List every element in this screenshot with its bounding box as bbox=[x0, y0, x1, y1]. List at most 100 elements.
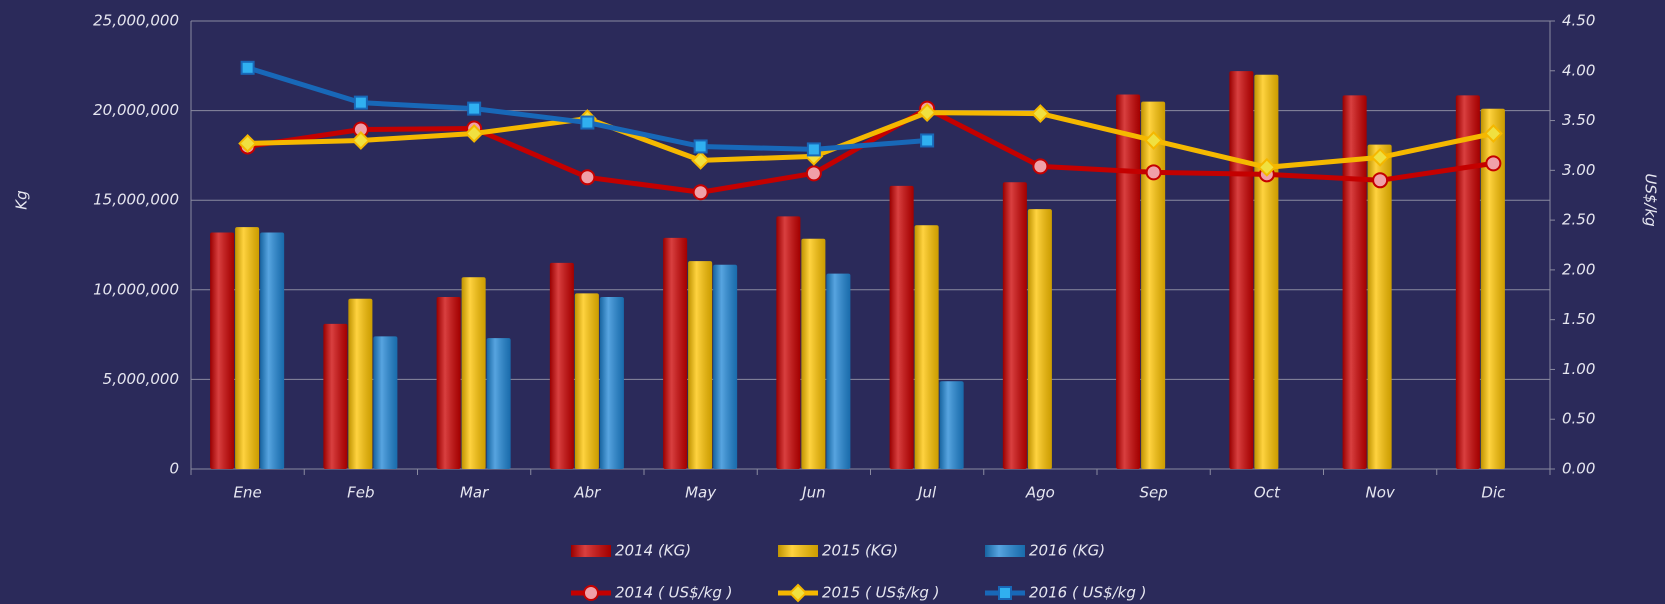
y-tick-label: 10,000,000 bbox=[93, 280, 179, 298]
bar-shine bbox=[323, 323, 348, 469]
marker bbox=[806, 142, 821, 157]
legend-swatch-shine bbox=[778, 545, 818, 557]
marker bbox=[805, 165, 822, 182]
bar-shine bbox=[1027, 209, 1052, 469]
line bbox=[247, 110, 1494, 170]
bar-shine bbox=[348, 298, 373, 469]
marker bbox=[351, 131, 371, 150]
marker bbox=[240, 60, 255, 75]
bar-shine bbox=[235, 227, 260, 469]
bar-shine bbox=[436, 296, 461, 469]
bar-shine bbox=[939, 381, 964, 469]
bar-shine bbox=[1002, 182, 1027, 469]
y2-tick-label: 3.50 bbox=[1562, 111, 1595, 129]
line bbox=[247, 106, 1494, 195]
x-tick-label: Feb bbox=[347, 484, 374, 502]
y2-tick-label: 2.00 bbox=[1562, 260, 1595, 278]
bar-shine bbox=[1141, 101, 1166, 469]
legend-label: 2014 (KG) bbox=[615, 542, 691, 560]
y-tick-label: 5,000,000 bbox=[103, 370, 179, 388]
marker bbox=[579, 169, 596, 186]
x-tick-label: Oct bbox=[1254, 484, 1281, 502]
marker bbox=[998, 586, 1012, 600]
bar-shine bbox=[1254, 74, 1279, 469]
bar-shine bbox=[1342, 95, 1367, 470]
marker bbox=[692, 184, 709, 201]
marker bbox=[1145, 164, 1162, 181]
x-tick-label: Ago bbox=[1025, 484, 1055, 502]
marker bbox=[464, 124, 484, 143]
y2-tick-label: 2.50 bbox=[1562, 211, 1595, 229]
marker bbox=[1257, 157, 1277, 177]
bar-shine bbox=[210, 232, 235, 469]
line bbox=[246, 65, 928, 152]
x-tick-label: Dic bbox=[1481, 484, 1506, 502]
bar-shine bbox=[486, 338, 511, 469]
y-axis-title: Kg bbox=[13, 190, 31, 209]
bar-shine bbox=[260, 232, 285, 469]
bar-shine bbox=[663, 237, 688, 469]
bar-shine bbox=[574, 293, 599, 469]
marker bbox=[917, 103, 937, 123]
marker bbox=[1144, 131, 1164, 150]
y2-tick-label: 0.00 bbox=[1562, 460, 1595, 478]
y2-tick-label: 1.50 bbox=[1562, 310, 1595, 328]
bar-shine bbox=[801, 238, 826, 469]
bar-shine bbox=[599, 296, 624, 469]
marker bbox=[1370, 147, 1390, 167]
legend-label: 2014 ( US$/kg ) bbox=[615, 584, 733, 602]
x-tick-label: Jul bbox=[915, 484, 937, 502]
x-tick-label: May bbox=[685, 484, 717, 502]
x-tick-label: Mar bbox=[460, 484, 489, 502]
marker bbox=[1483, 124, 1503, 143]
legend-swatch-shine bbox=[571, 545, 611, 557]
y2-tick-label: 1.00 bbox=[1562, 360, 1595, 378]
legend-label: 2015 (KG) bbox=[822, 542, 898, 560]
x-tick-label: Jun bbox=[799, 484, 825, 502]
bar-shine bbox=[826, 273, 851, 469]
bar-shine bbox=[549, 262, 574, 469]
y-tick-label: 15,000,000 bbox=[93, 191, 179, 209]
marker bbox=[580, 115, 595, 130]
y2-tick-label: 3.00 bbox=[1562, 161, 1595, 179]
legend-label: 2016 (KG) bbox=[1029, 542, 1105, 560]
y-tick-label: 0 bbox=[169, 460, 179, 478]
bar-shine bbox=[889, 185, 914, 469]
marker bbox=[238, 134, 258, 153]
bar-shine bbox=[1455, 95, 1480, 470]
marker bbox=[1030, 104, 1050, 124]
bar-shine bbox=[1229, 71, 1254, 470]
marker bbox=[467, 101, 482, 116]
bar-shine bbox=[713, 264, 738, 469]
marker bbox=[788, 583, 808, 603]
y2-tick-label: 4.00 bbox=[1562, 61, 1595, 79]
bar-shine bbox=[1116, 94, 1141, 470]
bar-shine bbox=[914, 225, 939, 469]
y2-tick-label: 4.50 bbox=[1562, 12, 1595, 30]
bar-shine bbox=[1367, 144, 1392, 469]
marker bbox=[583, 585, 599, 601]
bar-shine bbox=[776, 216, 801, 469]
bar-shine bbox=[461, 277, 486, 469]
legend-label: 2016 ( US$/kg ) bbox=[1029, 584, 1147, 602]
y2-axis-title: US$/kg bbox=[1642, 173, 1660, 226]
marker bbox=[693, 139, 708, 154]
marker bbox=[691, 150, 711, 170]
x-tick-label: Nov bbox=[1365, 484, 1395, 502]
legend-label: 2015 ( US$/kg ) bbox=[822, 584, 940, 602]
marker bbox=[920, 133, 935, 148]
marker bbox=[1032, 158, 1049, 175]
bar-shine bbox=[1480, 108, 1505, 470]
x-tick-label: Sep bbox=[1139, 484, 1167, 502]
marker bbox=[1485, 155, 1502, 172]
x-tick-label: Abr bbox=[573, 484, 601, 502]
bar-shine bbox=[688, 261, 713, 469]
legend-swatch-shine bbox=[985, 545, 1025, 557]
bar-shine bbox=[373, 336, 398, 469]
y-tick-label: 25,000,000 bbox=[93, 12, 179, 30]
marker bbox=[353, 95, 368, 110]
y-tick-label: 20,000,000 bbox=[93, 101, 179, 119]
marker bbox=[1372, 172, 1389, 189]
y2-tick-label: 0.50 bbox=[1562, 410, 1595, 428]
